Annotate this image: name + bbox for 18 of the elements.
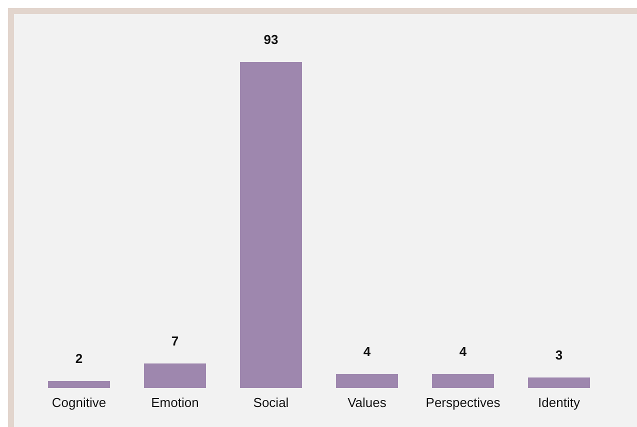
x-tick-label: Identity [538,395,580,410]
bar [144,363,206,388]
data-label: 93 [264,32,278,47]
bar [336,374,398,388]
data-label: 7 [171,333,179,348]
data-label: 4 [363,344,372,359]
bar [432,374,494,388]
data-label: 3 [555,347,563,362]
data-label: 2 [75,350,83,366]
bar [48,380,110,388]
bar [528,377,590,388]
x-tick-label: Values [348,395,387,410]
x-tick-label: Cognitive [52,395,106,410]
x-tick-label: Emotion [151,395,199,410]
data-label: 4 [459,344,468,359]
bar [240,62,302,388]
x-tick-label: Social [253,395,289,410]
x-tick-label: Perspectives [426,395,501,410]
